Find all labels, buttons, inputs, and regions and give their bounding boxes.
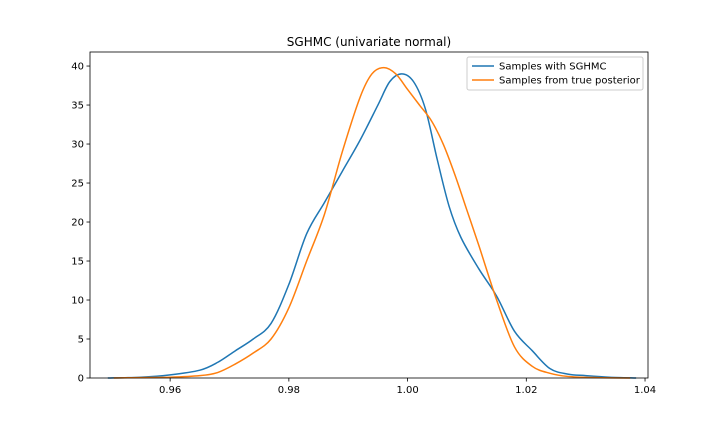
chart-title: SGHMC (univariate normal) <box>287 35 451 49</box>
y-tick-label: 5 <box>78 335 84 346</box>
series-line-0 <box>107 73 637 379</box>
y-tick-label: 35 <box>71 101 84 112</box>
series-group <box>107 66 637 379</box>
x-tick-label: 0.98 <box>278 385 300 396</box>
y-tick-label: 25 <box>71 179 84 190</box>
y-axis: 0 5 10 15 20 25 30 35 40 <box>71 62 90 385</box>
y-tick-label: 20 <box>71 218 84 229</box>
y-tick-label: 15 <box>71 257 84 268</box>
x-tick-label: 1.04 <box>634 385 656 396</box>
series-line-1 <box>113 66 631 379</box>
x-tick-label: 0.96 <box>159 385 181 396</box>
x-tick-label: 1.00 <box>396 385 418 396</box>
y-tick-label: 30 <box>71 140 84 151</box>
legend: Samples with SGHMC Samples from true pos… <box>466 56 644 91</box>
legend-box <box>466 56 644 91</box>
y-tick-label: 40 <box>71 62 84 73</box>
x-tick-label: 1.02 <box>515 385 537 396</box>
y-tick-label: 0 <box>78 374 84 385</box>
legend-label-sghmc: Samples with SGHMC <box>499 62 607 73</box>
legend-label-true-posterior: Samples from true posterior <box>499 76 641 87</box>
y-tick-label: 10 <box>71 296 84 307</box>
plot-frame <box>89 51 649 379</box>
x-axis: 0.96 0.98 1.00 1.02 1.04 <box>159 378 656 396</box>
